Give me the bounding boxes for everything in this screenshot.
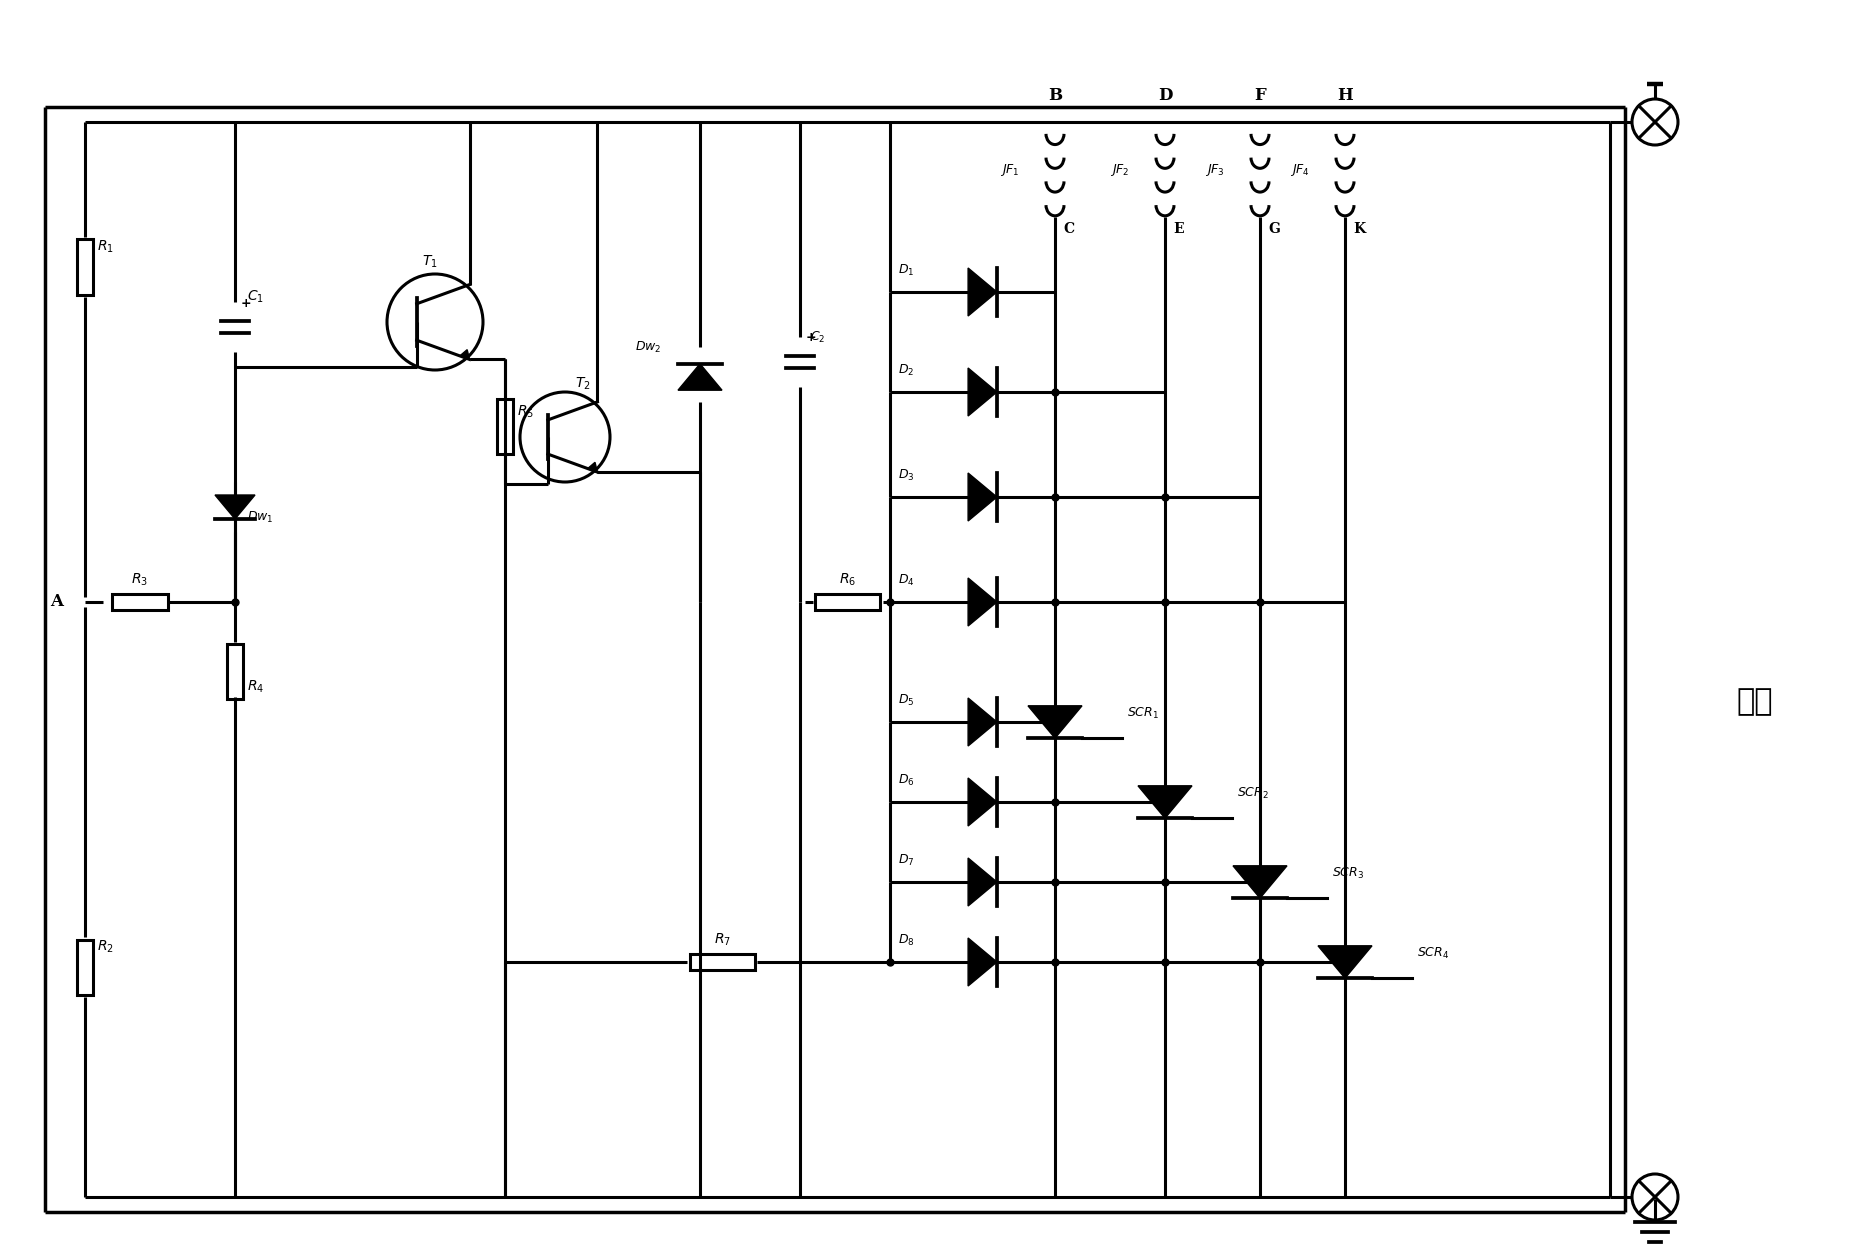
Text: $R_7$: $R_7$ xyxy=(714,931,731,948)
Text: $Dw_1$: $Dw_1$ xyxy=(247,510,273,525)
Bar xyxy=(226,645,243,700)
Text: H: H xyxy=(1337,86,1352,104)
Text: $T_2$: $T_2$ xyxy=(575,376,590,392)
Text: $D_6$: $D_6$ xyxy=(898,772,915,788)
Bar xyxy=(78,939,93,994)
Text: $SCR_4$: $SCR_4$ xyxy=(1417,947,1449,962)
Polygon shape xyxy=(1234,866,1287,898)
Text: +: + xyxy=(807,331,816,344)
Polygon shape xyxy=(215,495,254,520)
Text: B: B xyxy=(1048,86,1063,104)
Polygon shape xyxy=(1137,786,1193,819)
Polygon shape xyxy=(1028,706,1081,739)
Text: $D_8$: $D_8$ xyxy=(898,933,915,948)
Text: G: G xyxy=(1269,222,1280,235)
Text: A: A xyxy=(50,593,63,611)
Text: D: D xyxy=(1158,86,1172,104)
Polygon shape xyxy=(968,938,996,987)
Polygon shape xyxy=(968,578,996,626)
Polygon shape xyxy=(968,368,996,416)
Text: $SCR_3$: $SCR_3$ xyxy=(1332,866,1363,881)
Text: $D_3$: $D_3$ xyxy=(898,467,915,482)
Polygon shape xyxy=(968,777,996,826)
Polygon shape xyxy=(968,473,996,521)
Text: F: F xyxy=(1254,86,1265,104)
Circle shape xyxy=(519,392,610,482)
Text: $D_7$: $D_7$ xyxy=(898,853,915,868)
Bar xyxy=(113,593,167,610)
Text: $JF_2$: $JF_2$ xyxy=(1109,162,1130,178)
Text: 负载: 负载 xyxy=(1736,687,1773,716)
Polygon shape xyxy=(677,364,722,391)
Text: $JF_4$: $JF_4$ xyxy=(1289,162,1310,178)
Text: $Dw_2$: $Dw_2$ xyxy=(634,339,662,354)
Text: $JF_1$: $JF_1$ xyxy=(1000,162,1020,178)
Text: $JF_3$: $JF_3$ xyxy=(1206,162,1224,178)
Polygon shape xyxy=(968,268,996,316)
Text: $R_1$: $R_1$ xyxy=(96,239,113,255)
Bar xyxy=(497,399,514,454)
Text: $D_1$: $D_1$ xyxy=(898,263,915,278)
Polygon shape xyxy=(460,349,469,359)
Bar xyxy=(78,239,93,294)
Text: E: E xyxy=(1172,222,1183,235)
Text: $D_4$: $D_4$ xyxy=(898,572,915,587)
Polygon shape xyxy=(1319,945,1373,978)
Text: $R_4$: $R_4$ xyxy=(247,679,263,695)
Text: $T_1$: $T_1$ xyxy=(423,254,438,270)
Polygon shape xyxy=(968,858,996,906)
Text: $R_2$: $R_2$ xyxy=(96,939,113,955)
Circle shape xyxy=(388,274,482,371)
Text: $D_5$: $D_5$ xyxy=(898,692,915,707)
Polygon shape xyxy=(968,699,996,746)
Bar xyxy=(690,954,755,970)
Text: $R_6$: $R_6$ xyxy=(838,572,855,588)
Text: +: + xyxy=(241,297,252,310)
Text: K: K xyxy=(1352,222,1365,235)
Text: $R_5$: $R_5$ xyxy=(518,404,534,421)
Polygon shape xyxy=(588,462,597,472)
Text: $R_3$: $R_3$ xyxy=(132,572,148,588)
Text: $C_2$: $C_2$ xyxy=(811,329,825,344)
Text: $SCR_1$: $SCR_1$ xyxy=(1128,706,1159,721)
Text: $D_2$: $D_2$ xyxy=(898,362,915,378)
Bar xyxy=(814,593,879,610)
Text: C: C xyxy=(1063,222,1074,235)
Text: $SCR_2$: $SCR_2$ xyxy=(1237,786,1269,801)
Text: $C_1$: $C_1$ xyxy=(247,289,263,305)
